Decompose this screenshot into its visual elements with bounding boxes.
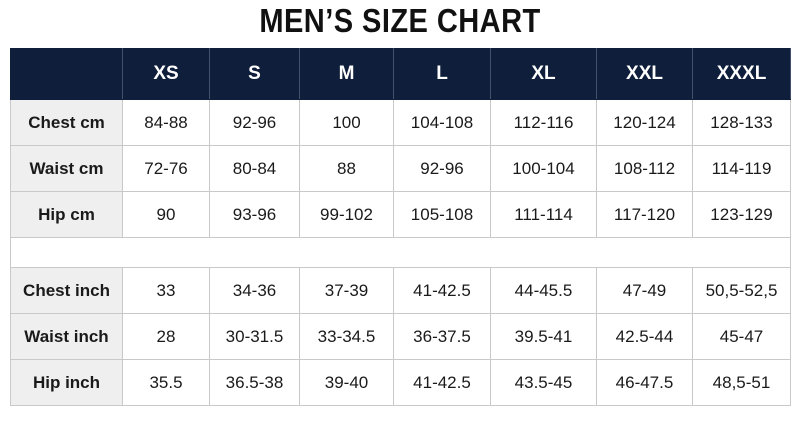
size-value: 42.5-44 <box>596 313 693 360</box>
size-value: 117-120 <box>596 191 693 238</box>
size-value: 90 <box>122 191 210 238</box>
column-header: L <box>393 48 491 100</box>
corner-cell <box>10 48 123 100</box>
size-value: 111-114 <box>490 191 597 238</box>
chart-title: MEN’S SIZE CHART <box>259 2 541 39</box>
size-value: 120-124 <box>596 99 693 146</box>
table-row: Waist inch 28 30-31.5 33-34.5 36-37.5 39.5-41… <box>10 313 791 360</box>
row-label: Hip inch <box>10 359 123 406</box>
size-value: 80-84 <box>209 145 300 192</box>
row-label: Hip cm <box>10 191 123 238</box>
size-value: 36-37.5 <box>393 313 491 360</box>
size-value: 33 <box>122 267 210 314</box>
column-header: XL <box>490 48 597 100</box>
size-value: 114-119 <box>692 145 791 192</box>
table-row: Hip inch 35.5 36.5-38 39-40 41-42.5 43.5-45 46… <box>10 359 791 406</box>
column-header: XXL <box>596 48 693 100</box>
separator-row <box>10 237 791 268</box>
size-value: 108-112 <box>596 145 693 192</box>
size-value: 99-102 <box>299 191 394 238</box>
table-row: Waist cm 72-76 80-84 88 92-96 100-104 108-112 1… <box>10 145 791 192</box>
size-value: 128-133 <box>692 99 791 146</box>
size-value: 50,5-52,5 <box>692 267 791 314</box>
size-value: 92-96 <box>393 145 491 192</box>
separator-cell <box>10 237 791 268</box>
column-header: XXXL <box>692 48 791 100</box>
size-value: 41-42.5 <box>393 359 491 406</box>
size-value: 39-40 <box>299 359 394 406</box>
size-value: 34-36 <box>209 267 300 314</box>
column-header: S <box>209 48 300 100</box>
row-label: Waist inch <box>10 313 123 360</box>
size-value: 100 <box>299 99 394 146</box>
table-row: Chest cm 84-88 92-96 100 104-108 112-116 120-1… <box>10 99 791 146</box>
size-value: 84-88 <box>122 99 210 146</box>
size-value: 112-116 <box>490 99 597 146</box>
size-value: 36.5-38 <box>209 359 300 406</box>
size-value: 30-31.5 <box>209 313 300 360</box>
size-table: XS S M L XL XXL XXXL Chest cm 84-88 92-96 100 104-… <box>10 48 791 406</box>
table-row: Hip cm 90 93-96 99-102 105-108 111-114 117-120… <box>10 191 791 238</box>
size-value: 28 <box>122 313 210 360</box>
size-value: 39.5-41 <box>490 313 597 360</box>
size-value: 35.5 <box>122 359 210 406</box>
column-header: M <box>299 48 394 100</box>
size-value: 92-96 <box>209 99 300 146</box>
size-value: 93-96 <box>209 191 300 238</box>
size-value: 44-45.5 <box>490 267 597 314</box>
row-label: Chest cm <box>10 99 123 146</box>
size-value: 45-47 <box>692 313 791 360</box>
size-value: 46-47.5 <box>596 359 693 406</box>
row-label: Chest inch <box>10 267 123 314</box>
size-value: 104-108 <box>393 99 491 146</box>
size-value: 47-49 <box>596 267 693 314</box>
size-value: 123-129 <box>692 191 791 238</box>
table-row: Chest inch 33 34-36 37-39 41-42.5 44-45.5 47-4… <box>10 267 791 314</box>
size-value: 43.5-45 <box>490 359 597 406</box>
size-value: 33-34.5 <box>299 313 394 360</box>
size-value: 72-76 <box>122 145 210 192</box>
size-value: 105-108 <box>393 191 491 238</box>
size-value: 100-104 <box>490 145 597 192</box>
row-label: Waist cm <box>10 145 123 192</box>
size-value: 37-39 <box>299 267 394 314</box>
size-value: 88 <box>299 145 394 192</box>
size-value: 41-42.5 <box>393 267 491 314</box>
header-row: XS S M L XL XXL XXXL <box>10 48 791 100</box>
column-header: XS <box>122 48 210 100</box>
size-value: 48,5-51 <box>692 359 791 406</box>
